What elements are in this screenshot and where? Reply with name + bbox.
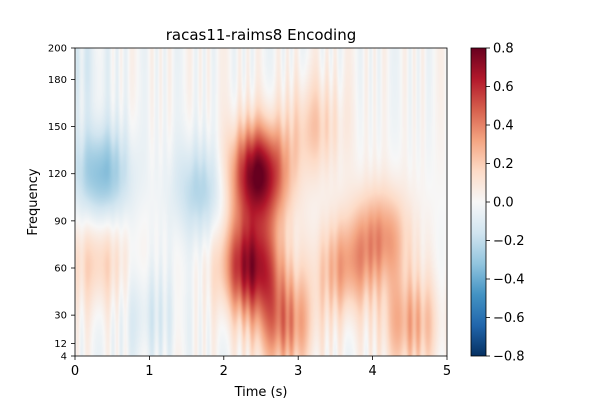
x-tick-label: 1 bbox=[145, 364, 153, 379]
y-tick-label: 12 bbox=[54, 339, 67, 350]
heatmap bbox=[75, 48, 447, 356]
colorbar-ticks: 0.8 0.6 0.4 0.2 0.0 −0.2 −0.4 −0.6 −0.8 bbox=[486, 42, 525, 365]
y-tick-label: 60 bbox=[54, 264, 67, 275]
y-tick-label: 120 bbox=[48, 169, 67, 180]
colorbar-tick-label: 0.4 bbox=[493, 119, 514, 134]
y-axis-label: Frequency bbox=[26, 168, 41, 235]
y-tick-label: 90 bbox=[54, 216, 67, 227]
y-tick-label: 180 bbox=[48, 75, 67, 86]
x-tick-label: 4 bbox=[368, 364, 376, 379]
y-tick-label: 30 bbox=[54, 311, 67, 322]
plot-frame bbox=[74, 47, 448, 357]
chart-title: racas11-raims8 Encoding bbox=[166, 26, 357, 44]
x-tick-label: 2 bbox=[220, 364, 228, 379]
y-tick-label: 150 bbox=[48, 122, 67, 133]
colorbar-tick-label: 0.2 bbox=[493, 157, 514, 172]
colorbar-tick-label: −0.2 bbox=[493, 234, 525, 249]
x-axis: 0 1 2 3 4 5 bbox=[71, 356, 451, 379]
y-axis: 4 12 30 60 90 120 150 180 200 bbox=[48, 44, 75, 363]
colorbar-tick-label: −0.6 bbox=[493, 311, 525, 326]
x-tick-label: 3 bbox=[294, 364, 302, 379]
colorbar-tick-label: 0.8 bbox=[493, 42, 514, 57]
colorbar: 0.8 0.6 0.4 0.2 0.0 −0.2 −0.4 −0.6 −0.8 bbox=[470, 42, 525, 365]
colorbar-gradient bbox=[471, 48, 486, 356]
colorbar-tick-label: 0.0 bbox=[493, 196, 514, 211]
y-tick-label: 200 bbox=[48, 44, 67, 55]
x-axis-label: Time (s) bbox=[234, 385, 288, 400]
x-tick-label: 5 bbox=[443, 364, 451, 379]
x-tick-label: 0 bbox=[71, 364, 79, 379]
plot-area bbox=[74, 47, 448, 357]
colorbar-tick-label: 0.6 bbox=[493, 80, 514, 95]
colorbar-tick-label: −0.4 bbox=[493, 273, 525, 288]
y-tick-label: 4 bbox=[61, 352, 67, 363]
colorbar-tick-label: −0.8 bbox=[493, 350, 525, 365]
